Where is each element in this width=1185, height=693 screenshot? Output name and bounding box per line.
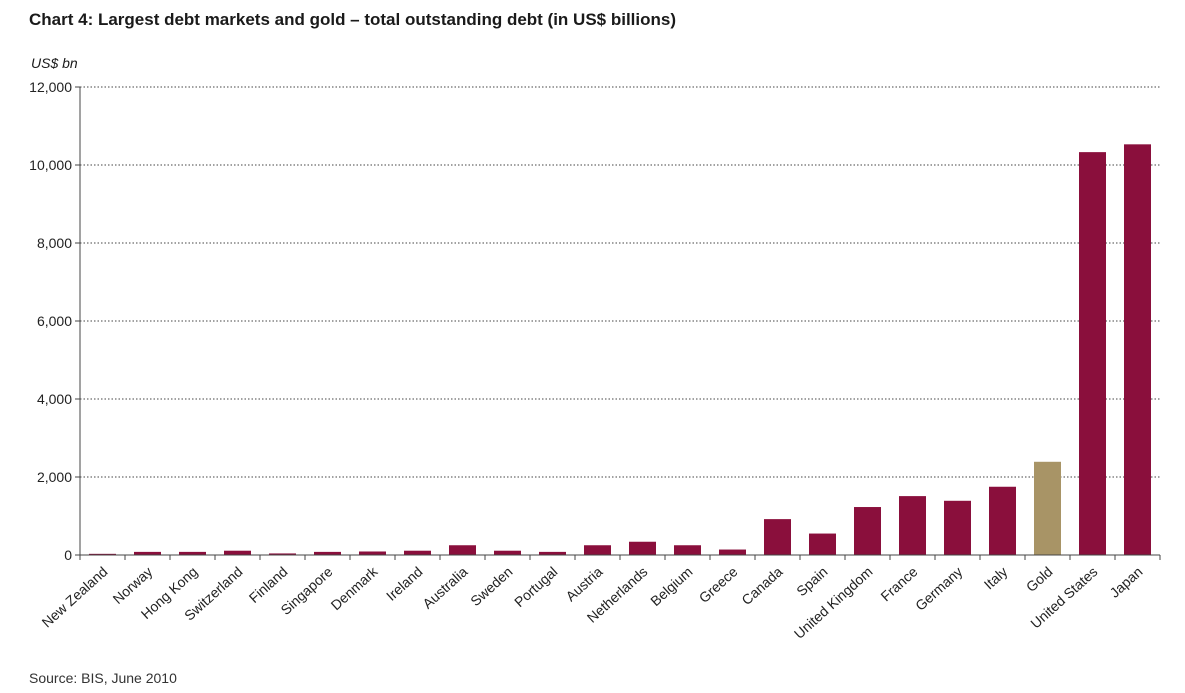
axes [79,87,1161,560]
bar-australia [449,545,476,555]
x-tick-label: Spain [793,563,830,599]
x-tick-label: Sweden [467,563,515,609]
x-tick-label: France [877,563,920,604]
x-tick-label: Gold [1023,563,1056,595]
y-tick-label: 6,000 [37,313,72,329]
bar-switzerland [224,550,251,555]
bar-gold [1034,461,1061,555]
x-tick-label: United Kingdom [791,563,876,642]
bar-united-states [1079,152,1106,555]
bars [89,144,1151,555]
bar-portugal [539,551,566,555]
bar-germany [944,500,971,555]
bar-france [899,496,926,555]
y-tick-label: 10,000 [29,157,72,173]
y-axis-ticks: 0 2,000 4,000 6,000 8,000 10,000 12,000 [29,79,80,563]
source-note: Source: BIS, June 2010 [29,670,177,686]
x-tick-label: Australia [419,563,470,611]
bar-sweden [494,550,521,555]
bar-greece [719,549,746,555]
bar-canada [764,519,791,555]
bar-spain [809,533,836,555]
bar-norway [134,551,161,555]
y-tick-label: 0 [64,547,72,563]
x-tick-label: Germany [912,563,965,613]
y-tick-label: 12,000 [29,79,72,95]
bar-austria [584,545,611,555]
bar-ireland [404,550,431,555]
x-tick-label: Portugal [511,563,560,610]
bar-hong-kong [179,551,206,555]
bar-new-zealand [89,553,116,555]
y-axis-unit-label: US$ bn [31,55,78,71]
x-tick-label: Austria [562,563,605,604]
bar-finland [269,553,296,555]
gridlines [80,86,1160,478]
y-tick-label: 8,000 [37,235,72,251]
chart-title: Chart 4: Largest debt markets and gold –… [29,10,676,29]
x-tick-label: Denmark [328,563,382,614]
bar-italy [989,486,1016,555]
y-tick-label: 4,000 [37,391,72,407]
x-tick-label: Ireland [383,563,426,604]
x-tick-label: Greece [696,563,741,606]
x-tick-label: Belgium [647,563,695,609]
bar-japan [1124,144,1151,555]
y-tick-label: 2,000 [37,469,72,485]
bar-singapore [314,551,341,555]
x-tick-label: Canada [738,563,785,608]
x-tick-label: Italy [981,563,1011,592]
bar-belgium [674,545,701,555]
x-tick-label: New Zealand [38,563,110,630]
x-tick-label: Japan [1106,563,1145,600]
bar-denmark [359,551,386,555]
bar-netherlands [629,541,656,555]
bar-united-kingdom [854,507,881,555]
